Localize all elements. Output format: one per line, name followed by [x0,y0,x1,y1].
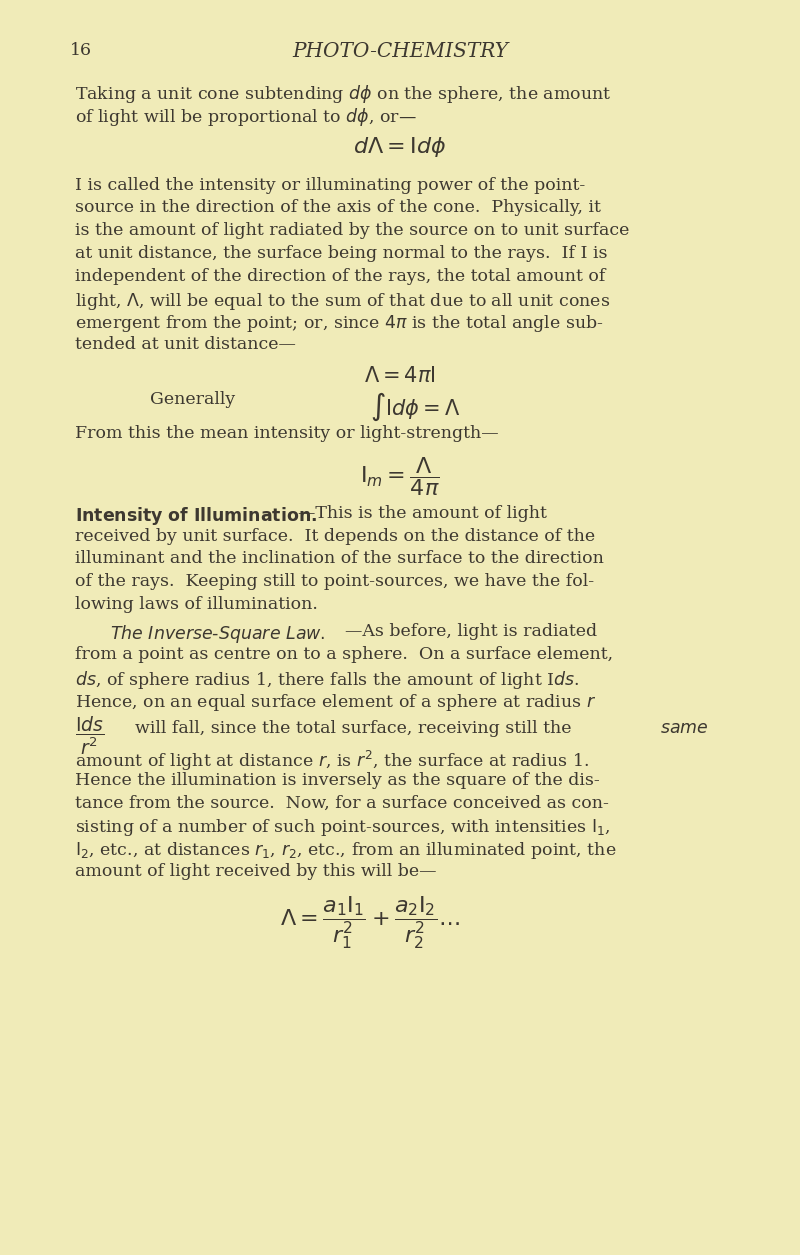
Text: —As before, light is radiated: —As before, light is radiated [345,624,597,640]
Text: PHOTO-CHEMISTRY: PHOTO-CHEMISTRY [292,41,508,61]
Text: amount of light at distance $r$, is $r^2$, the surface at radius 1.: amount of light at distance $r$, is $r^2… [75,749,589,773]
Text: —This is the amount of light: —This is the amount of light [298,505,547,522]
Text: light, $\Lambda$, will be equal to the sum of that due to all unit cones: light, $\Lambda$, will be equal to the s… [75,290,610,311]
Text: Hence, on an equal surface element of a sphere at radius $r$: Hence, on an equal surface element of a … [75,692,596,713]
Text: From this the mean intensity or light-strength—: From this the mean intensity or light-st… [75,425,498,442]
Text: $\mathrm{I}_m = \dfrac{\Lambda}{4\pi}$: $\mathrm{I}_m = \dfrac{\Lambda}{4\pi}$ [360,454,440,498]
Text: $\int \mathrm{I}d\phi = \Lambda$: $\int \mathrm{I}d\phi = \Lambda$ [370,390,460,423]
Text: is the amount of light radiated by the source on to unit surface: is the amount of light radiated by the s… [75,222,630,240]
Text: received by unit surface.  It depends on the distance of the: received by unit surface. It depends on … [75,527,595,545]
Text: $\mathit{same}$: $\mathit{same}$ [660,719,709,737]
Text: tended at unit distance—: tended at unit distance— [75,336,296,353]
Text: I is called the intensity or illuminating power of the point-: I is called the intensity or illuminatin… [75,177,586,193]
Text: $\mathit{The\ Inverse\text{-}Square\ Law.}$: $\mathit{The\ Inverse\text{-}Square\ Law… [110,624,326,645]
Text: $d\Lambda = \mathrm{I}d\phi$: $d\Lambda = \mathrm{I}d\phi$ [354,136,446,159]
Text: amount of light received by this will be—: amount of light received by this will be… [75,862,437,880]
Text: illuminant and the inclination of the surface to the direction: illuminant and the inclination of the su… [75,551,604,567]
Text: Generally: Generally [150,390,235,408]
Text: sisting of a number of such point-sources, with intensities $\mathrm{I}_1$,: sisting of a number of such point-source… [75,817,610,838]
Text: $\Lambda = \dfrac{a_1\mathrm{I}_1}{r_1^2} + \dfrac{a_2\mathrm{I}_2}{r_2^2} \ldot: $\Lambda = \dfrac{a_1\mathrm{I}_1}{r_1^2… [280,895,460,951]
Text: lowing laws of illumination.: lowing laws of illumination. [75,596,318,612]
Text: $\Lambda = 4\pi\mathrm{I}$: $\Lambda = 4\pi\mathrm{I}$ [364,365,436,385]
Text: from a point as centre on to a sphere.  On a surface element,: from a point as centre on to a sphere. O… [75,646,613,663]
Text: $\mathbf{Intensity\ of\ Illumination.}$: $\mathbf{Intensity\ of\ Illumination.}$ [75,505,318,527]
Text: tance from the source.  Now, for a surface conceived as con-: tance from the source. Now, for a surfac… [75,794,609,812]
Text: Taking a unit cone subtending $d\phi$ on the sphere, the amount: Taking a unit cone subtending $d\phi$ on… [75,83,611,105]
Text: independent of the direction of the rays, the total amount of: independent of the direction of the rays… [75,267,606,285]
Text: source in the direction of the axis of the cone.  Physically, it: source in the direction of the axis of t… [75,200,601,216]
Text: 16: 16 [70,41,92,59]
Text: of the rays.  Keeping still to point-sources, we have the fol-: of the rays. Keeping still to point-sour… [75,574,594,590]
Text: at unit distance, the surface being normal to the rays.  If I is: at unit distance, the surface being norm… [75,245,607,262]
Text: emergent from the point; or, since $4\pi$ is the total angle sub-: emergent from the point; or, since $4\pi… [75,314,603,334]
Text: Hence the illumination is inversely as the square of the dis-: Hence the illumination is inversely as t… [75,772,600,788]
Text: $\mathrm{I}_2$, etc., at distances $r_1$, $r_2$, etc., from an illuminated point: $\mathrm{I}_2$, etc., at distances $r_1$… [75,840,617,861]
Text: $ds$, of sphere radius 1, there falls the amount of light I$ds$.: $ds$, of sphere radius 1, there falls th… [75,669,579,692]
Text: will fall, since the total surface, receiving still the: will fall, since the total surface, rece… [135,719,571,737]
Text: $\dfrac{\mathrm{I}ds}{r^2}$: $\dfrac{\mathrm{I}ds}{r^2}$ [75,714,104,757]
Text: of light will be proportional to $d\phi$, or—: of light will be proportional to $d\phi$… [75,105,417,128]
